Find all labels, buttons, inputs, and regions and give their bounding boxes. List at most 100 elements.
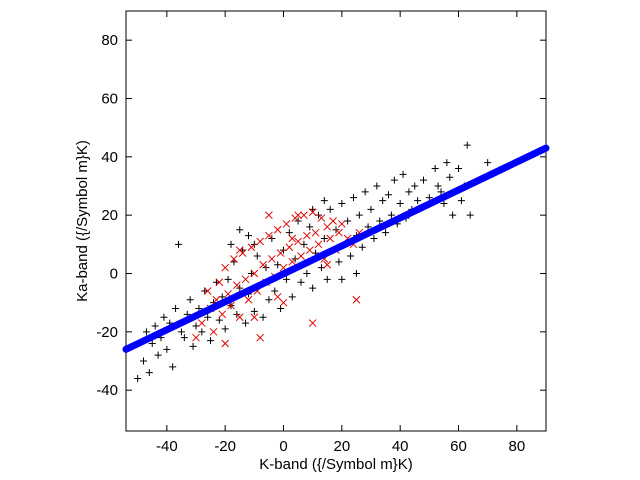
red-cross-point bbox=[329, 217, 337, 225]
y-tick-label: 40 bbox=[101, 149, 118, 166]
black-plus-point bbox=[364, 223, 372, 231]
red-cross-point bbox=[265, 231, 273, 240]
black-plus-point bbox=[367, 205, 375, 213]
red-cross-point bbox=[203, 287, 212, 295]
red-cross-point bbox=[285, 243, 294, 252]
black-plus-point bbox=[297, 278, 305, 286]
red-cross-point bbox=[273, 225, 282, 234]
black-plus-point bbox=[373, 182, 381, 190]
black-plus-point bbox=[440, 200, 448, 207]
black-plus-point bbox=[414, 197, 422, 205]
black-plus-point bbox=[434, 182, 442, 190]
black-plus-point bbox=[160, 313, 168, 321]
red-cross-point bbox=[294, 211, 302, 220]
red-cross-point bbox=[273, 292, 282, 301]
red-cross-point bbox=[244, 295, 253, 304]
black-plus-point bbox=[455, 165, 462, 172]
red-cross-point bbox=[302, 231, 311, 240]
x-tick-label: 60 bbox=[450, 438, 467, 455]
black-plus-point bbox=[449, 211, 457, 219]
black-plus-point bbox=[320, 235, 328, 242]
x-tick-label: 20 bbox=[333, 438, 350, 455]
black-plus-point bbox=[140, 357, 147, 365]
black-plus-point bbox=[303, 270, 311, 277]
black-plus-point bbox=[186, 296, 194, 304]
black-plus-point bbox=[376, 217, 384, 225]
red-cross-point bbox=[192, 333, 200, 342]
black-plus-point bbox=[484, 159, 492, 167]
y-axis-label: Ka-band ({/Symbol m}K) bbox=[74, 140, 91, 302]
black-plus-point bbox=[431, 165, 439, 172]
red-cross-point bbox=[221, 263, 230, 272]
black-plus-point bbox=[265, 296, 273, 304]
red-cross-point bbox=[250, 269, 259, 278]
red-cross-point bbox=[221, 339, 230, 348]
black-plus-point bbox=[446, 173, 454, 181]
black-plus-point bbox=[172, 305, 180, 312]
black-plus-point bbox=[320, 197, 328, 205]
black-plus-point bbox=[385, 191, 392, 199]
black-plus-point bbox=[245, 232, 252, 240]
red-cross-point bbox=[311, 228, 320, 237]
black-plus-point bbox=[463, 141, 471, 149]
black-plus-point bbox=[382, 229, 390, 237]
black-plus-point bbox=[358, 243, 366, 251]
red-cross-point bbox=[218, 310, 227, 319]
tick-labels: -40 -20 0 20 40 60 80 -40 -20 0 20 40 60 80 bbox=[96, 32, 525, 455]
red-cross-point bbox=[259, 260, 267, 269]
black-plus-point bbox=[437, 188, 445, 196]
black-plus-point bbox=[224, 275, 232, 283]
black-plus-point bbox=[198, 328, 206, 336]
red-cross-point bbox=[276, 249, 285, 257]
red-cross-point bbox=[215, 278, 224, 287]
black-plus-point bbox=[335, 258, 343, 266]
black-plus-point bbox=[142, 328, 150, 336]
black-plus-point bbox=[180, 334, 188, 342]
x-tick-label: 40 bbox=[392, 438, 409, 455]
red-cross-point bbox=[197, 319, 206, 327]
black-plus-point bbox=[227, 240, 235, 248]
red-cross-point bbox=[209, 327, 218, 336]
black-plus-point bbox=[151, 322, 159, 330]
red-cross-point bbox=[288, 234, 297, 243]
black-plus-point bbox=[221, 325, 229, 333]
fit-line bbox=[122, 144, 550, 353]
y-tick-label: 80 bbox=[101, 32, 118, 49]
red-cross-point bbox=[294, 237, 302, 246]
red-cross-point bbox=[256, 237, 265, 246]
black-plus-point bbox=[207, 337, 215, 345]
red-cross-point bbox=[235, 246, 244, 255]
red-cross-point bbox=[267, 255, 276, 263]
black-plus-point bbox=[145, 369, 153, 377]
red-cross-point bbox=[256, 333, 265, 342]
black-plus-point bbox=[323, 275, 331, 283]
black-plus-point bbox=[309, 284, 317, 292]
black-plus-point bbox=[306, 223, 314, 231]
black-plus-point bbox=[253, 252, 261, 260]
black-plus-point bbox=[148, 340, 156, 347]
x-tick-label: 80 bbox=[508, 438, 525, 455]
black-plus-point bbox=[443, 159, 451, 167]
black-plus-point bbox=[163, 345, 171, 353]
red-cross-point bbox=[288, 257, 297, 266]
black-plus-point bbox=[169, 363, 177, 371]
black-plus-point bbox=[259, 313, 267, 321]
red-cross-point bbox=[235, 313, 244, 322]
black-plus-point bbox=[282, 275, 290, 283]
y-tick-label: -40 bbox=[96, 382, 118, 399]
red-cross-point bbox=[337, 220, 346, 228]
red-cross-point bbox=[300, 211, 308, 220]
black-plus-point bbox=[189, 342, 197, 350]
x-axis-label: K-band ({/Symbol m}K) bbox=[259, 456, 412, 473]
red-cross-point bbox=[308, 319, 317, 327]
black-plus-point bbox=[387, 211, 395, 219]
black-plus-point bbox=[347, 252, 355, 260]
black-plus-point bbox=[288, 293, 296, 301]
black-plus-point bbox=[175, 240, 182, 248]
y-tick-label: -20 bbox=[96, 324, 118, 341]
black-plus-point bbox=[338, 275, 346, 283]
black-plus-point bbox=[177, 328, 185, 336]
black-plus-point bbox=[396, 200, 404, 207]
x-tick-label: 0 bbox=[279, 438, 287, 455]
